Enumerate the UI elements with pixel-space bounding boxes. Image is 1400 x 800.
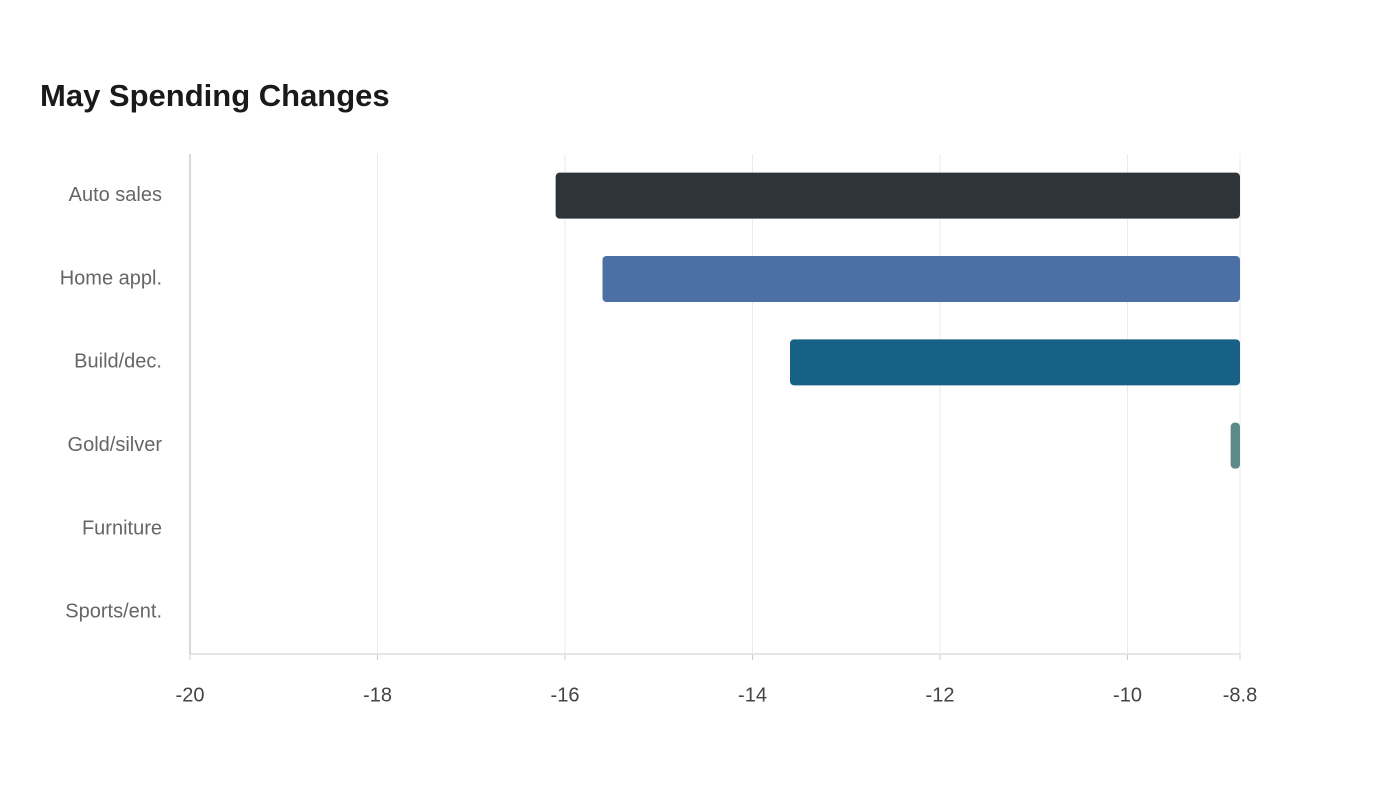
chart-title: May Spending Changes — [40, 78, 390, 113]
x-tick-label: -8.8 — [1223, 684, 1257, 706]
x-tick-label: -12 — [926, 684, 955, 706]
y-tick-label: Home appl. — [60, 267, 162, 289]
x-tick-label: -20 — [176, 684, 205, 706]
y-tick-label: Furniture — [82, 517, 162, 539]
bar — [555, 172, 1240, 219]
y-tick-label: Sports/ent. — [65, 601, 162, 623]
x-tick-label: -18 — [363, 684, 392, 706]
x-tick-label: -16 — [551, 684, 580, 706]
bar — [790, 339, 1240, 386]
x-tick-label: -14 — [738, 684, 767, 706]
x-tick-label: -10 — [1113, 684, 1142, 706]
bar — [602, 256, 1240, 302]
y-tick-label: Gold/silver — [68, 434, 163, 456]
y-tick-label: Build/dec. — [74, 351, 162, 373]
y-tick-label: Auto sales — [69, 184, 162, 206]
bar — [1230, 422, 1240, 469]
